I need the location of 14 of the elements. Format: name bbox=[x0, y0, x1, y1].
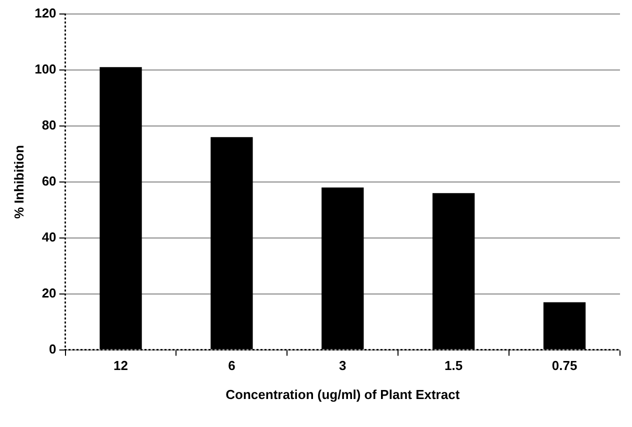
y-tick-label: 40 bbox=[42, 229, 56, 244]
x-tick-label: 12 bbox=[114, 358, 128, 374]
y-tick-label: 80 bbox=[42, 118, 56, 133]
x-tick-label: 6 bbox=[228, 358, 236, 374]
y-tick-label: 0 bbox=[49, 341, 56, 356]
x-tick-label: 3 bbox=[339, 358, 346, 374]
x-tick-label: 1.5 bbox=[444, 358, 463, 374]
y-axis-title: % Inhibition bbox=[11, 145, 26, 219]
y-tick-label: 20 bbox=[42, 285, 56, 300]
y-tick-label: 100 bbox=[34, 62, 56, 77]
x-tick-label: 0.75 bbox=[552, 358, 578, 374]
y-tick-label: 120 bbox=[34, 6, 56, 21]
y-tick-label: 60 bbox=[42, 173, 56, 188]
x-axis-title: Concentration (ug/ml) of Plant Extract bbox=[226, 386, 460, 402]
